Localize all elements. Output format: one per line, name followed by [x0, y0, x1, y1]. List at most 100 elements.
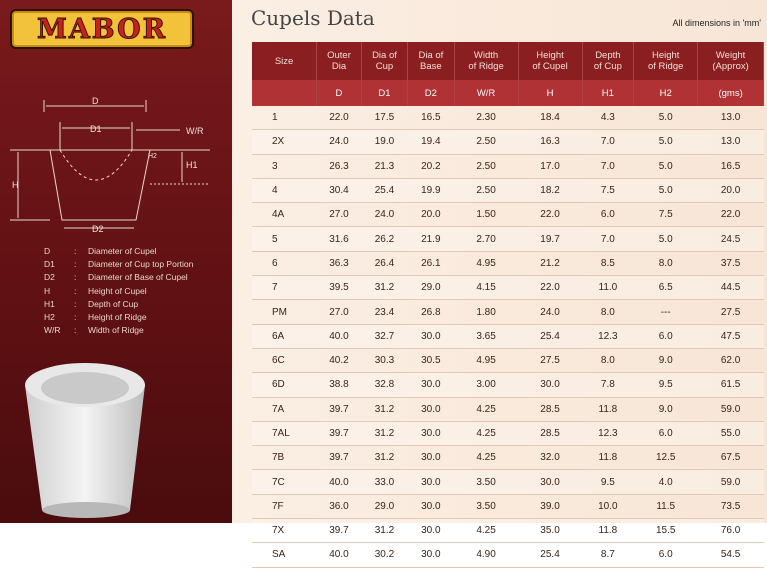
- column-header: Weight (Approx): [697, 42, 764, 80]
- table-cell: 19.4: [407, 129, 455, 155]
- column-header: Dia of Base: [407, 42, 455, 80]
- cupel-photo: [25, 363, 145, 518]
- column-symbol: [252, 80, 318, 106]
- table-cell: 28.5: [518, 421, 583, 447]
- table-cell: 4.15: [454, 275, 519, 301]
- table-cell: 6.0: [633, 421, 698, 447]
- table-cell: 2.30: [454, 106, 519, 131]
- table-cell: 16.3: [518, 129, 583, 155]
- table-row: 6A 40.0 32.7 30.0 3.65 25.4 12.3 6.0 47.5: [252, 324, 764, 349]
- table-cell: 73.5: [697, 494, 764, 520]
- table-cell: 26.2: [361, 226, 408, 252]
- table-cell: 6.5: [633, 275, 698, 301]
- table-cell: 8.7: [582, 542, 634, 568]
- table-cell: 22.0: [316, 106, 362, 131]
- table-cell: 32.0: [518, 445, 583, 471]
- table-cell: 6.0: [633, 324, 698, 349]
- table-cell: 26.1: [407, 251, 455, 277]
- legend-colon: :: [74, 298, 77, 309]
- table-row: 7X 39.7 31.2 30.0 4.25 35.0 11.8 15.5 76.0: [252, 518, 764, 544]
- table-row: 7C 40.0 33.0 30.0 3.50 30.0 9.5 4.0 59.0: [252, 469, 764, 495]
- table-cell: 1.80: [454, 299, 519, 325]
- table-cell: ---: [633, 299, 698, 325]
- table-cell: 7A: [252, 397, 317, 422]
- table-cell: 1: [252, 106, 317, 131]
- table-cell: 11.0: [582, 275, 634, 301]
- table-cell: 25.4: [518, 324, 583, 349]
- table-row: 7A 39.7 31.2 30.0 4.25 28.5 11.8 9.0 59.0: [252, 397, 764, 422]
- legend-value: Diameter of Cup top Portion: [88, 259, 194, 270]
- table-cell: 21.9: [407, 226, 455, 252]
- table-cell: 22.0: [518, 275, 583, 301]
- table-cell: 7.0: [582, 154, 634, 179]
- table-cell: 26.8: [407, 299, 455, 325]
- table-row: 6C 40.2 30.3 30.5 4.95 27.5 8.0 9.0 62.0: [252, 348, 764, 374]
- column-symbol: W/R: [454, 80, 519, 106]
- table-cell: 40.0: [316, 324, 362, 349]
- label-wr: W/R: [186, 126, 204, 136]
- table-cell: 30.0: [518, 469, 583, 495]
- table-cell: 4A: [252, 202, 317, 228]
- table-cell: 7AL: [252, 421, 317, 447]
- table-cell: 13.0: [697, 129, 764, 155]
- column-symbol: D1: [361, 80, 409, 106]
- table-cell: 39.0: [518, 494, 583, 520]
- table-cell: 30.5: [407, 348, 455, 374]
- table-cell: 36.0: [316, 494, 362, 520]
- column-header-line: of Cup: [593, 61, 622, 72]
- table-cell: 54.5: [697, 542, 764, 568]
- subheader-row: D D1 D2 W/R H H1 H2 (gms): [252, 80, 764, 106]
- table-cell: 29.0: [407, 275, 455, 301]
- table-row: 7B 39.7 31.2 30.0 4.25 32.0 11.8 12.5 67.5: [252, 445, 764, 471]
- table-cell: 30.0: [407, 542, 455, 568]
- label-h: H: [12, 180, 19, 190]
- table-cell: 40.2: [316, 348, 362, 374]
- table-cell: 31.6: [316, 226, 362, 252]
- table-cell: 5.0: [633, 178, 698, 204]
- table-cell: 7.5: [633, 202, 698, 228]
- table-row: 2X 24.0 19.0 19.4 2.50 16.3 7.0 5.0 13.0: [252, 129, 764, 155]
- legend-colon: :: [74, 312, 77, 323]
- legend: D: Diameter of Cupel D1: Diameter of Cup to…: [44, 245, 193, 337]
- table-cell: 27.5: [697, 299, 764, 325]
- legend-value: Height of Cupel: [88, 285, 147, 296]
- dimensions-note: All dimensions in 'mm': [672, 18, 761, 28]
- legend-value: Depth of Cup: [88, 298, 139, 309]
- column-symbol: H: [518, 80, 583, 106]
- table-cell: 30.0: [407, 372, 455, 398]
- table-cell: 9.0: [633, 348, 698, 374]
- table-cell: 32.7: [361, 324, 408, 349]
- column-header: Height of Ridge: [633, 42, 699, 80]
- label-d1: D1: [90, 124, 102, 134]
- table-cell: 3.65: [454, 324, 519, 349]
- table-cell: 26.3: [316, 154, 362, 179]
- table-cell: 7.0: [582, 129, 634, 155]
- table-cell: 11.5: [633, 494, 698, 520]
- table-cell: 4.95: [454, 348, 519, 374]
- legend-key: H1: [44, 298, 55, 309]
- legend-key: D2: [44, 272, 55, 283]
- legend-item: D1: Diameter of Cup top Portion: [44, 258, 193, 271]
- column-header-line: of Ridge: [648, 61, 684, 72]
- table-cell: 40.0: [316, 469, 362, 495]
- table-cell: 4.25: [454, 397, 519, 422]
- table-cell: 62.0: [697, 348, 764, 374]
- table-cell: 44.5: [697, 275, 764, 301]
- label-d: D: [92, 96, 99, 106]
- table-cell: 20.0: [407, 202, 455, 228]
- table-row: 7 39.5 31.2 29.0 4.15 22.0 11.0 6.5 44.5: [252, 275, 764, 301]
- table-cell: 7.0: [582, 226, 634, 252]
- table-cell: 12.3: [582, 324, 634, 349]
- table-cell: 39.7: [316, 518, 362, 544]
- table-cell: 26.4: [361, 251, 408, 277]
- table-cell: 13.0: [697, 106, 764, 131]
- column-header-line: (Approx): [712, 61, 749, 72]
- table-cell: 30.0: [407, 469, 455, 495]
- table-cell: 16.5: [697, 154, 764, 179]
- table-cell: 39.7: [316, 397, 362, 422]
- label-h2: H2: [148, 153, 157, 160]
- column-header-line: Size: [274, 55, 294, 67]
- column-header-line: Dia of: [418, 50, 444, 61]
- table-cell: 59.0: [697, 397, 764, 422]
- table-cell: 61.5: [697, 372, 764, 398]
